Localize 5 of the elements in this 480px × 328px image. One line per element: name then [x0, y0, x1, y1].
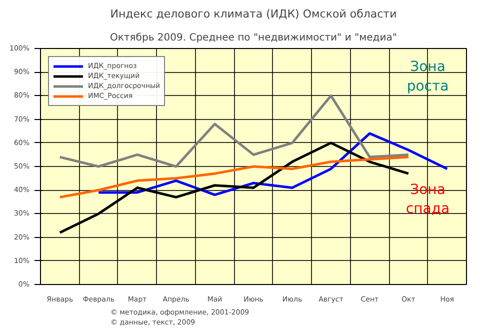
line-series [97, 132, 448, 196]
chart-title: Индекс делового климата (ИДК) Омской области [110, 8, 397, 20]
chart-subtitle: Октябрь 2009. Среднее по "недвижимости" и "медиа" [110, 32, 397, 44]
line-series [58, 156, 410, 198]
line-series [58, 94, 410, 168]
